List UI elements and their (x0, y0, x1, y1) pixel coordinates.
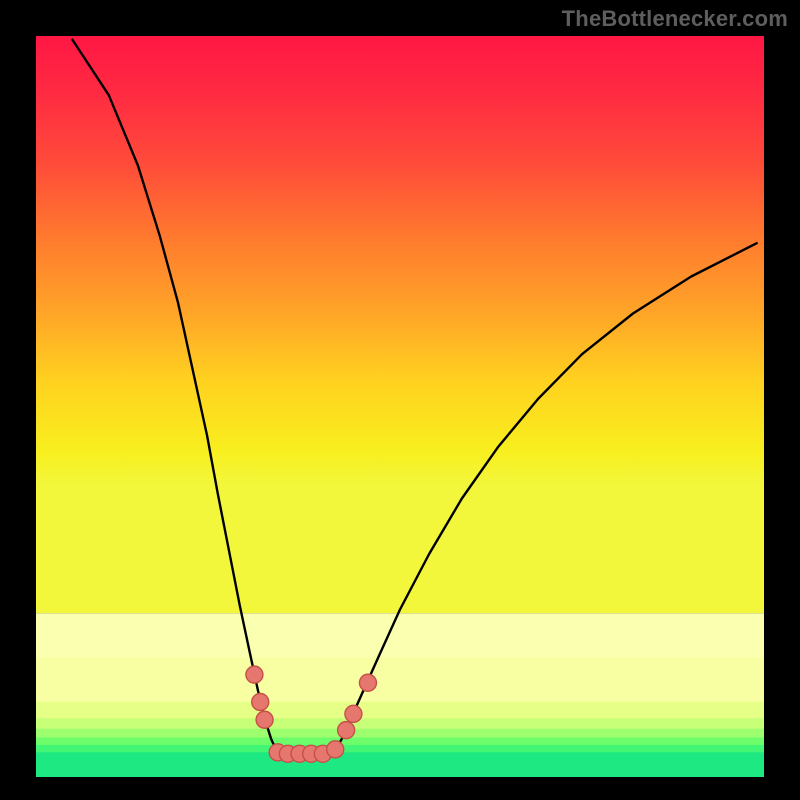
heatmap-gradient (36, 36, 764, 613)
heatmap-band (36, 658, 764, 703)
data-marker (256, 711, 273, 728)
heatmap-band (36, 702, 764, 719)
chart-root: TheBottlenecker.com (0, 0, 800, 800)
data-marker (246, 666, 263, 683)
chart-svg (0, 0, 800, 800)
heatmap-band (36, 729, 764, 739)
data-marker (327, 741, 344, 758)
plot-area (36, 36, 764, 777)
heatmap-band (36, 745, 764, 753)
watermark-label: TheBottlenecker.com (562, 6, 788, 32)
data-marker (345, 705, 362, 722)
data-marker (359, 674, 376, 691)
data-marker (252, 694, 269, 711)
heatmap-band (36, 613, 764, 658)
heatmap-band (36, 738, 764, 746)
heatmap-band (36, 718, 764, 729)
heatmap-band (36, 752, 764, 777)
data-marker (338, 722, 355, 739)
